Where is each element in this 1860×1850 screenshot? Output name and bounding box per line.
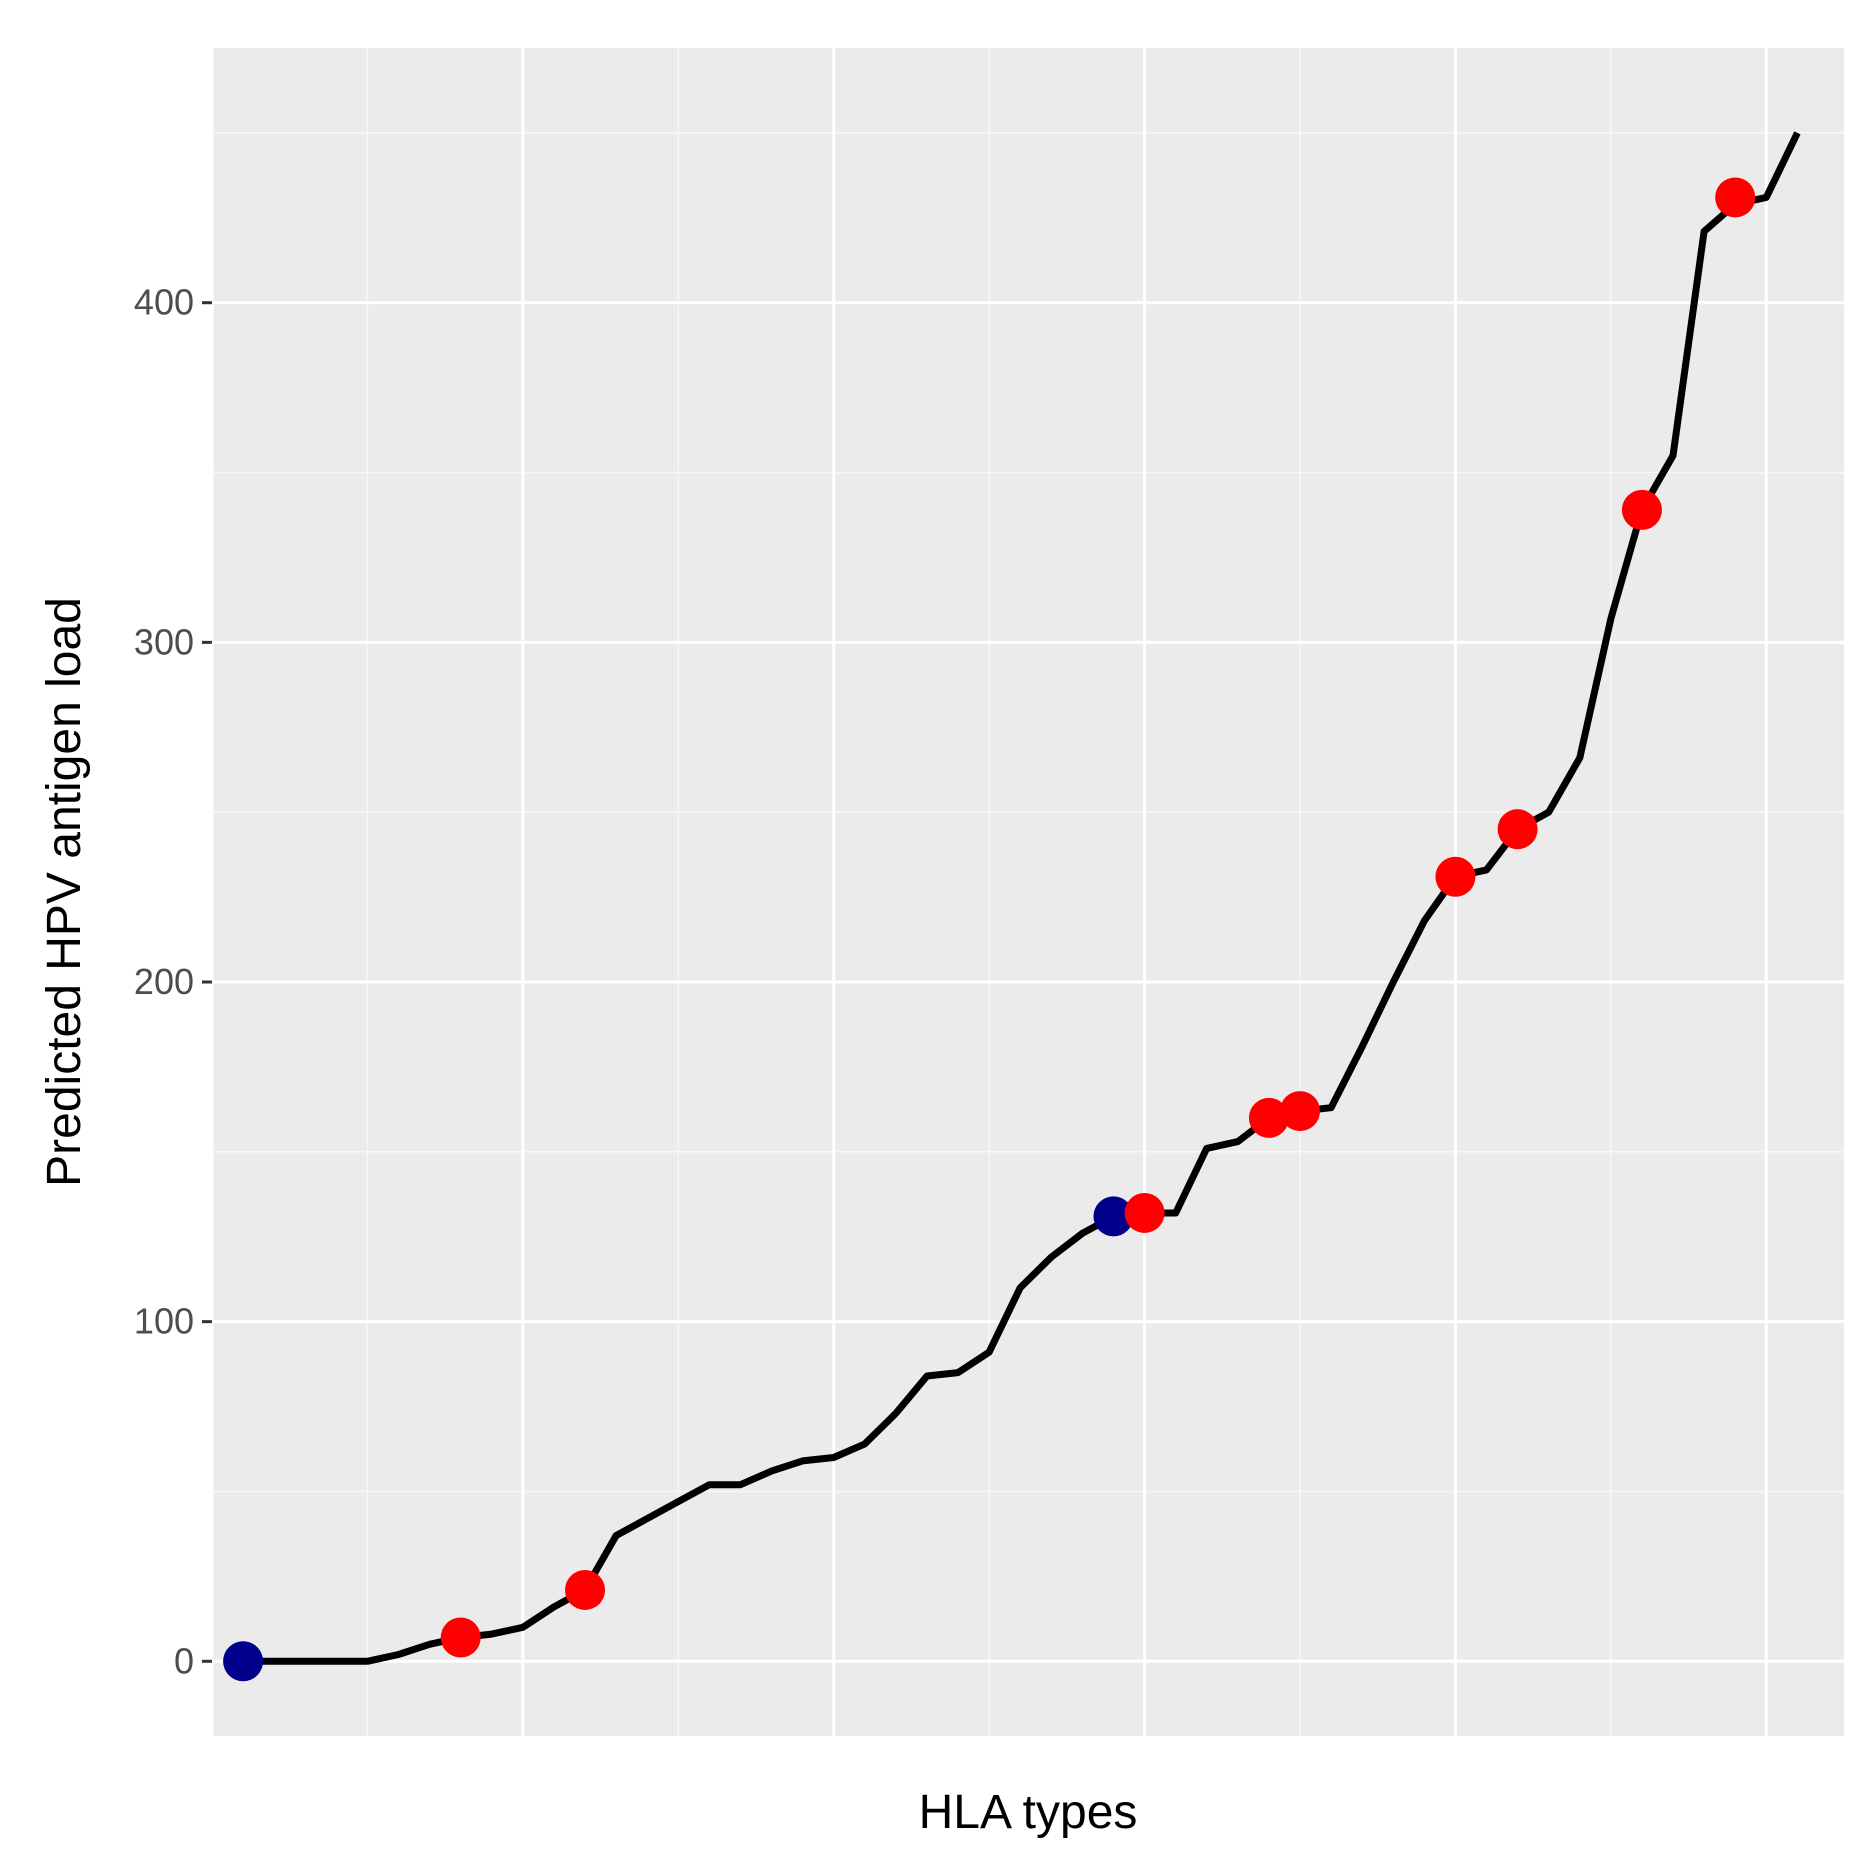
series-line	[243, 131, 1801, 1665]
data-point	[1093, 1196, 1134, 1237]
grid-minor	[212, 48, 1844, 1736]
y-tick-label: 100	[134, 1301, 194, 1342]
data-point	[223, 1641, 264, 1682]
data-point	[1280, 1091, 1320, 1132]
y-axis-ticks	[202, 301, 212, 1663]
data-point	[1497, 809, 1538, 850]
data-point	[1124, 1192, 1165, 1233]
data-point	[440, 1617, 481, 1658]
y-axis-title: Predicted HPV antigen load	[38, 597, 91, 1187]
data-point	[1435, 856, 1476, 897]
y-tick-labels: 0 100 200 300 400	[134, 282, 194, 1682]
y-tick-label: 200	[134, 961, 194, 1002]
data-point	[1715, 177, 1756, 218]
data-point	[1248, 1097, 1289, 1138]
points-layer	[223, 177, 1756, 1682]
grid-major	[210, 48, 1844, 1736]
series-layer	[243, 131, 1801, 1665]
x-axis-title: HLA types	[919, 1786, 1138, 1839]
data-point	[565, 1569, 606, 1610]
data-point	[1621, 489, 1662, 530]
y-tick-label: 0	[174, 1640, 194, 1681]
y-tick-label: 400	[134, 282, 194, 323]
plot-background	[212, 48, 1844, 1736]
y-tick-label: 300	[134, 621, 194, 662]
